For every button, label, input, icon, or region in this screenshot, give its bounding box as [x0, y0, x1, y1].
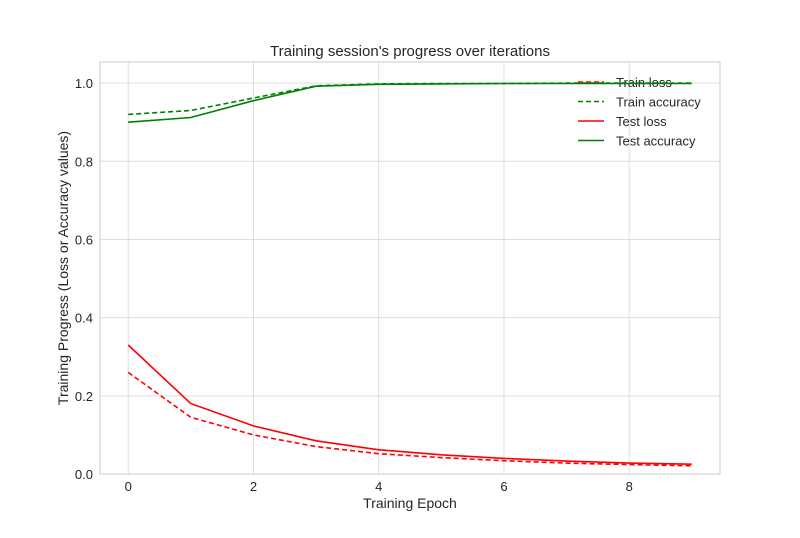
legend: Train loss Train accuracy Test loss Test ac… [578, 75, 701, 149]
legend-label: Test loss [616, 114, 667, 129]
series-line-test-loss [127, 344, 692, 465]
x-axis-label: Training Epoch [363, 495, 457, 511]
series-line-train-loss [127, 371, 692, 467]
series-line-test-accuracy [128, 82, 692, 123]
x-tick-label: 8 [626, 479, 633, 494]
ticks: 0 2 4 6 8 0.0 0.2 0.4 0.6 0.8 1.0 [75, 76, 633, 494]
y-tick-label: 0.8 [75, 154, 93, 169]
legend-label: Train accuracy [616, 95, 701, 110]
y-tick-label: 0.4 [75, 311, 93, 326]
series-line-train-accuracy [128, 82, 692, 116]
y-tick-label: 0.2 [75, 389, 93, 404]
x-tick-label: 4 [375, 479, 382, 494]
series-lines [127, 82, 692, 467]
y-tick-label: 1.0 [75, 76, 93, 91]
x-tick-label: 6 [500, 479, 507, 494]
y-axis-label: Training Progress (Loss or Accuracy valu… [55, 131, 71, 405]
x-tick-label: 0 [125, 479, 132, 494]
plot-frame [99, 61, 721, 475]
x-tick-label: 2 [250, 479, 257, 494]
chart-title: Training session's progress over iterati… [270, 43, 550, 60]
legend-label: Train loss [616, 75, 672, 90]
y-tick-label: 0.0 [75, 467, 93, 482]
legend-label: Test accuracy [616, 134, 696, 149]
y-tick-label: 0.6 [75, 232, 93, 247]
